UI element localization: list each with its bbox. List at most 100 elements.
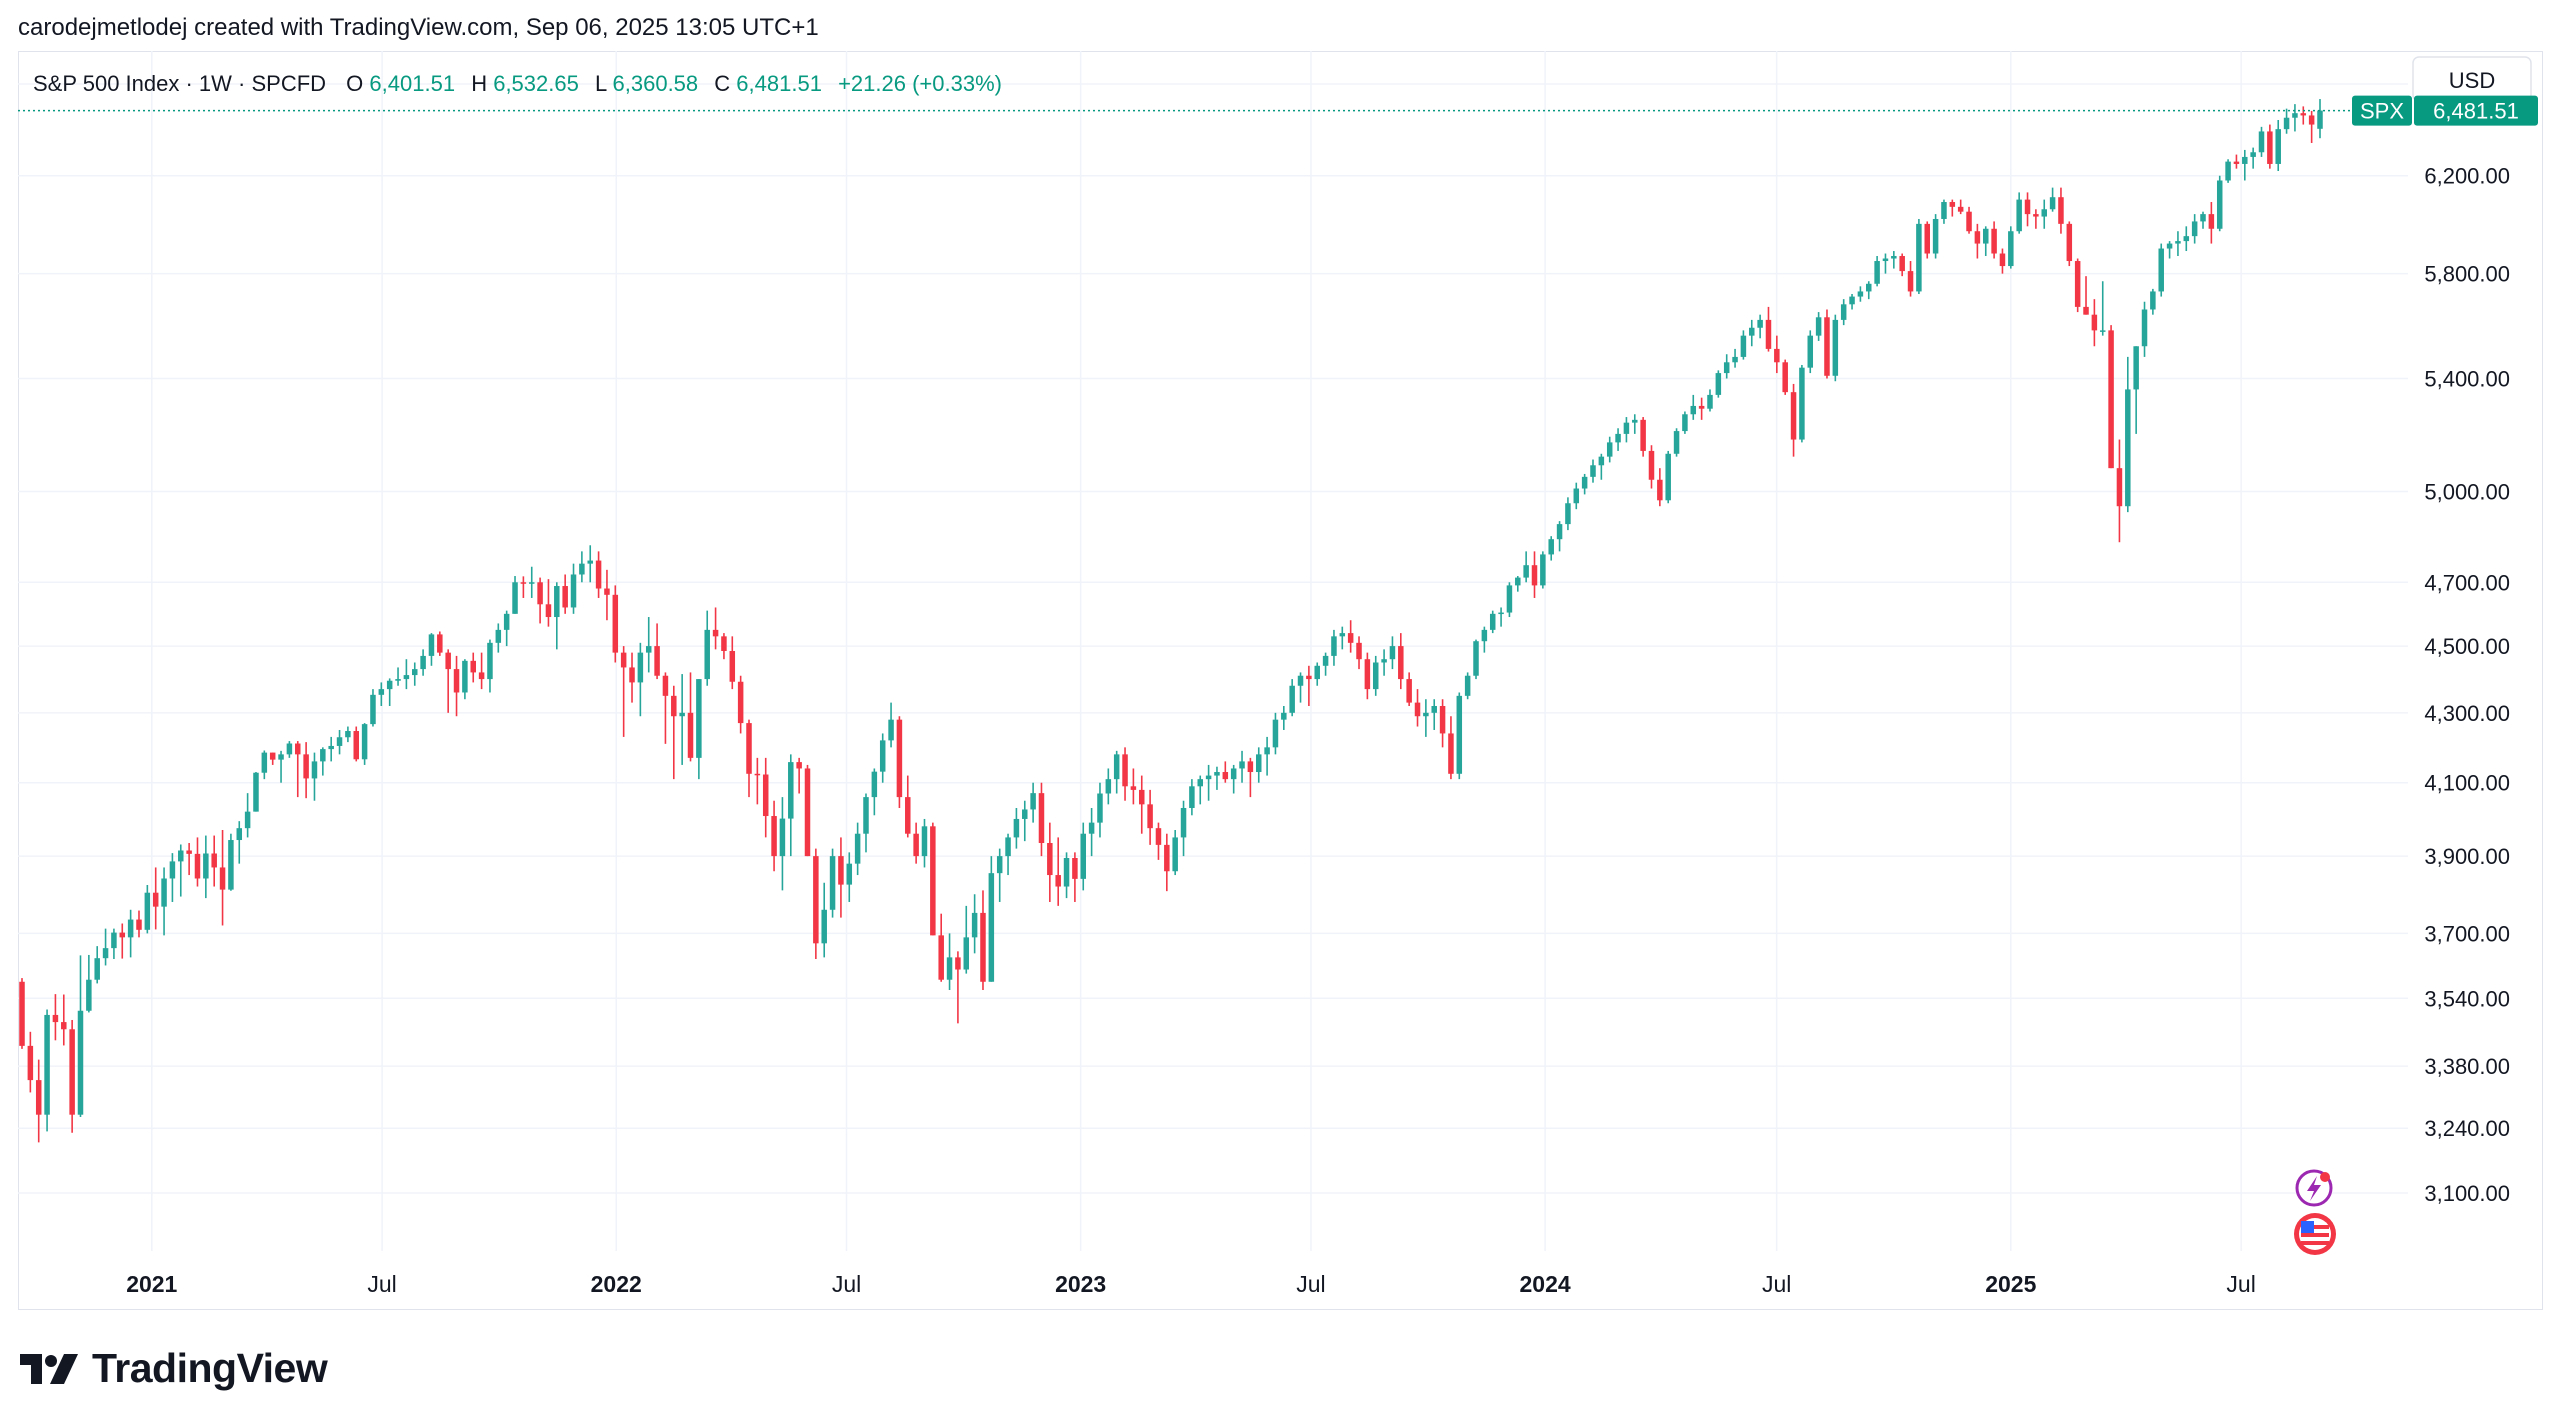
candle-body	[2033, 214, 2039, 217]
change-value: +21.26 (+0.33%)	[838, 71, 1002, 96]
candle-body	[1682, 414, 1688, 432]
y-tick-label: 6,200.00	[2424, 164, 2510, 189]
candle-body	[746, 723, 752, 774]
candle	[1648, 445, 1655, 489]
candle-body	[286, 743, 293, 755]
candle	[2049, 187, 2056, 212]
candle	[144, 885, 151, 934]
candle	[1531, 551, 1538, 598]
candle-body	[161, 878, 167, 907]
candle-body	[111, 932, 117, 949]
candle-body	[1824, 317, 1830, 376]
candle-body	[94, 958, 100, 980]
candle	[754, 757, 761, 805]
events-icon[interactable]	[2295, 1169, 2333, 1207]
candle-body	[1556, 524, 1563, 540]
candle-body	[1448, 733, 1454, 774]
candle-body	[913, 833, 919, 857]
candle-body	[1916, 223, 1922, 292]
candle-body	[955, 957, 961, 970]
candle-body	[211, 853, 217, 868]
candle	[1774, 335, 1780, 374]
candle	[2008, 226, 2014, 269]
x-tick-label: Jul	[832, 1271, 861, 1297]
symbol-tag: SPX	[2360, 99, 2404, 124]
candle	[520, 576, 527, 598]
candle-body	[119, 932, 126, 938]
candle-body	[946, 957, 953, 980]
y-tick-label: 3,380.00	[2424, 1054, 2510, 1079]
candle-body	[445, 652, 451, 670]
candle-body	[1439, 706, 1446, 734]
candle-body	[2058, 197, 2064, 224]
candle	[462, 659, 468, 700]
us-flag-icon[interactable]	[2294, 1213, 2336, 1255]
candle	[2058, 187, 2064, 234]
candle	[437, 631, 443, 656]
candle-body	[19, 981, 25, 1046]
price-chart[interactable]: 6,600.006,200.005,800.005,400.005,000.00…	[18, 51, 2543, 1310]
candle	[2150, 288, 2156, 315]
tradingview-logo[interactable]: TradingView	[20, 1345, 328, 1392]
candles	[19, 99, 2323, 1143]
candle-body	[1339, 633, 1346, 637]
candle	[905, 775, 911, 838]
candle	[512, 576, 518, 614]
candle	[1757, 314, 1763, 339]
price-axis[interactable]: 6,600.006,200.005,800.005,400.005,000.00…	[2424, 72, 2510, 1206]
candle-body	[2275, 129, 2281, 164]
candle-body	[478, 672, 485, 680]
candle-body	[1013, 818, 1020, 838]
candle	[395, 667, 401, 686]
candle-body	[1991, 228, 1997, 254]
candle	[1322, 652, 1329, 676]
candle	[788, 754, 794, 857]
candle	[1473, 639, 1479, 680]
candle-body	[2066, 223, 2073, 262]
candle	[946, 933, 953, 990]
candle	[94, 946, 100, 984]
candle	[562, 574, 568, 614]
candle-body	[2008, 231, 2014, 267]
candle	[403, 659, 410, 690]
candle-body	[528, 582, 535, 584]
currency-label: USD	[2449, 68, 2495, 93]
candle	[1489, 610, 1496, 634]
candle-body	[1113, 754, 1120, 780]
candle-body	[1281, 712, 1287, 720]
y-tick-label: 4,500.00	[2424, 634, 2510, 659]
close-label: C	[714, 71, 730, 96]
candle	[963, 905, 970, 974]
candle	[2258, 126, 2265, 157]
candle-body	[1715, 373, 1722, 395]
candle	[1356, 636, 1362, 670]
candle-body	[1815, 317, 1822, 336]
candle-body	[244, 811, 251, 829]
candle	[2041, 199, 2047, 229]
candle	[612, 585, 619, 663]
candle	[1448, 716, 1454, 780]
candle-body	[1740, 335, 1747, 357]
candle	[1765, 306, 1772, 352]
candle-body	[1957, 206, 1964, 212]
candle	[1615, 428, 1621, 451]
candle	[1481, 626, 1488, 653]
tradingview-logo-text: TradingView	[92, 1345, 328, 1391]
candle-body	[1531, 565, 1538, 586]
candle	[1590, 459, 1596, 483]
candle	[687, 672, 694, 762]
candle-body	[361, 724, 368, 760]
candle-body	[1523, 565, 1529, 578]
candle-body	[1807, 335, 1814, 368]
candle	[127, 909, 134, 958]
candle	[1598, 453, 1605, 480]
candle-body	[796, 762, 802, 769]
candle	[971, 894, 978, 954]
candle	[1264, 736, 1270, 776]
candle-body	[620, 652, 627, 668]
candle-body	[1473, 641, 1479, 676]
candle-body	[1765, 319, 1772, 349]
currency-button[interactable]: USD	[2412, 56, 2532, 102]
time-axis[interactable]: 2021 Jul 2022 Jul 2023 Jul 2024 Jul 2025 Jul	[126, 1271, 2256, 1297]
candle-body	[178, 850, 184, 862]
